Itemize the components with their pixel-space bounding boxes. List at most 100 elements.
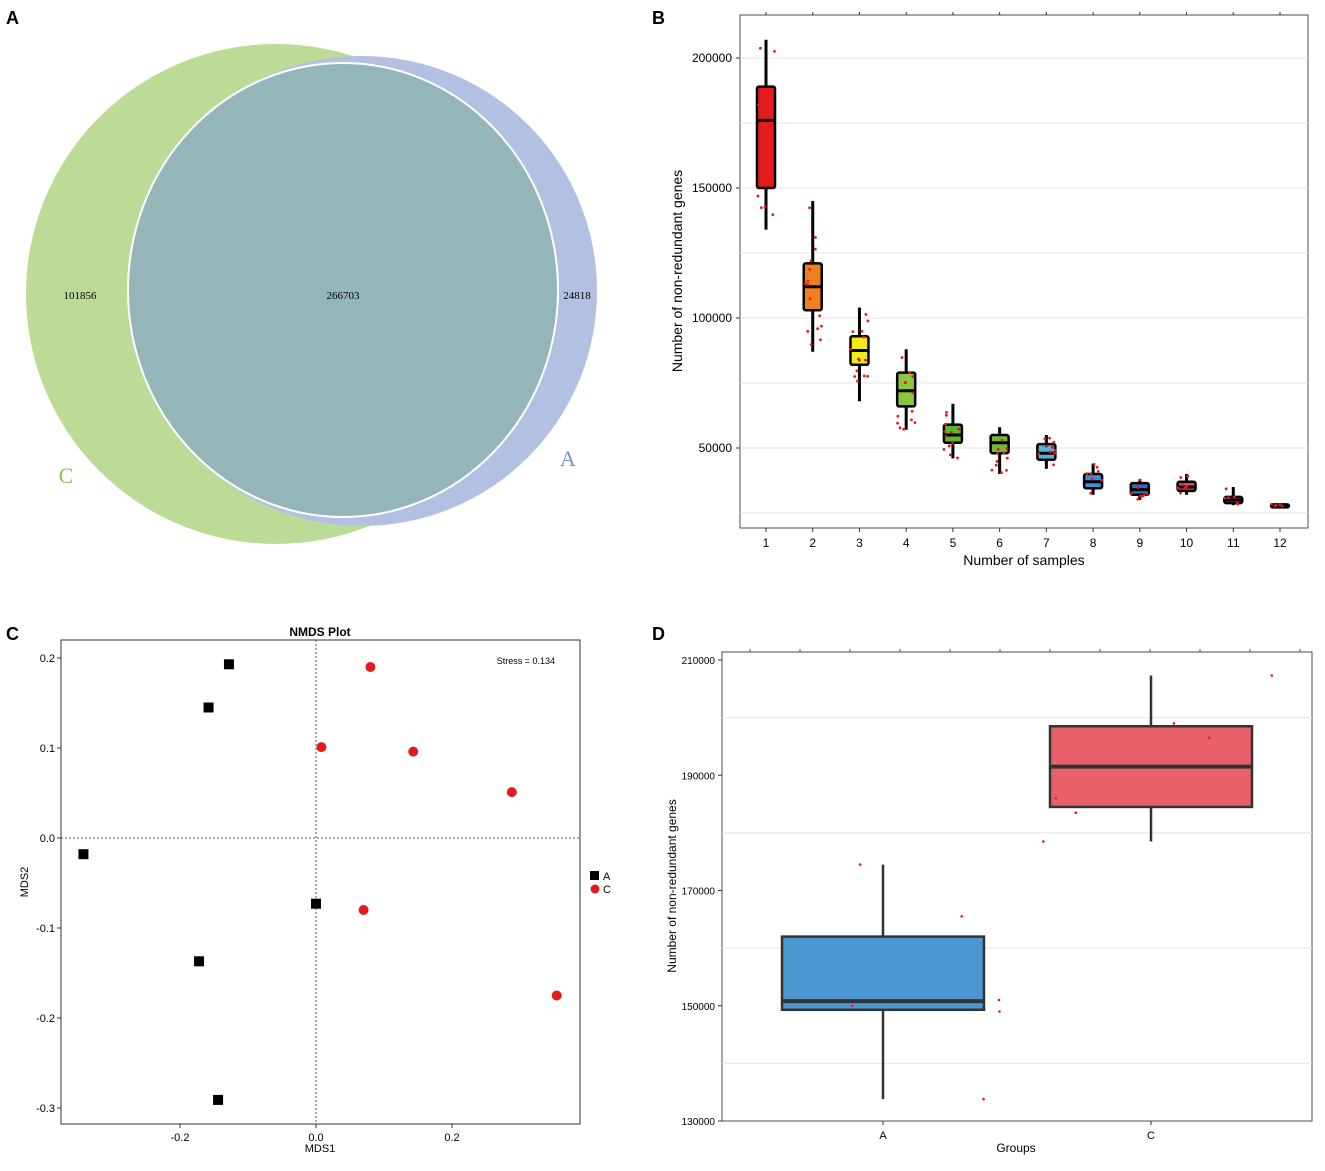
- panel-b-sample-point: [756, 194, 760, 198]
- panel-b-sample-point: [758, 100, 762, 104]
- panel-a-letter: A: [6, 8, 19, 28]
- panel-b-sample-point: [1048, 450, 1052, 454]
- panel-b-sample-point: [862, 335, 866, 339]
- panel-b-sample-point: [1138, 494, 1142, 498]
- panel-b-sample-point: [1096, 469, 1100, 473]
- panel-c-legend: A C: [590, 871, 611, 896]
- panel-d-xlabel: Groups: [996, 1141, 1035, 1155]
- panel-b-sample-point: [896, 414, 900, 418]
- panel-b-sample-point: [759, 206, 763, 210]
- panel-b-sample-point: [864, 358, 867, 362]
- panel-b-sample-point: [1232, 495, 1236, 499]
- panel-b-xtick-label: 5: [950, 536, 957, 550]
- panel-b-sample-point: [956, 456, 959, 460]
- panel-c-ytick-label: 0.0: [40, 833, 55, 845]
- panel-d-ytick-label: 210000: [682, 656, 716, 667]
- panel-b-sample-point: [808, 206, 811, 210]
- panel-b-sample-point: [945, 410, 948, 414]
- panel-b-sample-point: [910, 418, 913, 422]
- panel-b-sample-point: [862, 374, 866, 378]
- panel-b-xtick-label: 9: [1136, 536, 1143, 550]
- panel-b-sample-point: [806, 279, 810, 283]
- panel-b-sample-point: [856, 379, 859, 383]
- panel-d-sample-point: [998, 1010, 1001, 1013]
- panel-d-sample-point: [1074, 811, 1078, 815]
- venn-overlap-region: [127, 62, 559, 518]
- panel-b-sample-point: [898, 426, 902, 430]
- panel-d-ytick-label: 170000: [682, 887, 716, 898]
- panel-b-sample-point: [1186, 474, 1190, 478]
- legend-c-label: C: [603, 884, 611, 896]
- nmds-point-a: [213, 1094, 224, 1105]
- panel-b-xtick-label: 4: [903, 536, 910, 550]
- panel-b-sample-point: [1185, 485, 1189, 488]
- panel-b-sample-point: [996, 452, 999, 455]
- panel-b-sample-point: [942, 448, 946, 451]
- panel-b-sample-point: [910, 409, 914, 413]
- panel-b-sample-point: [1052, 440, 1056, 444]
- panel-b-frame: [739, 14, 1309, 529]
- panel-b-sample-point: [853, 375, 857, 378]
- panel-b-sample-point: [1053, 448, 1057, 452]
- panel-b-sample-point: [1089, 473, 1093, 476]
- panel-c-ytick-label: -0.2: [36, 1013, 55, 1025]
- panel-d-ytick-label: 150000: [682, 1002, 716, 1013]
- panel-b-sample-point: [1224, 487, 1228, 491]
- nmds-point-c: [408, 746, 419, 757]
- panel-b-sample-point: [944, 434, 948, 438]
- panel-d-sample-point: [1054, 797, 1058, 800]
- panel-b-sample-point: [949, 430, 953, 434]
- panel-b-sample-point: [1005, 447, 1009, 451]
- panel-b-sample-point: [1278, 503, 1282, 506]
- panel-d-letter: D: [652, 624, 665, 644]
- panel-b-sample-point: [1270, 502, 1273, 506]
- panel-b-ytick-label: 50000: [699, 441, 733, 455]
- panel-b-sample-point: [947, 444, 951, 448]
- panel-b-sample-point: [957, 427, 961, 431]
- panel-b-sample-point: [900, 356, 904, 359]
- panel-b-sample-point: [1180, 483, 1184, 487]
- panel-b-sample-point: [803, 282, 807, 286]
- venn-a-unique-count: 24818: [563, 290, 591, 302]
- panel-b-sample-point: [908, 371, 912, 375]
- panel-c-title: NMDS Plot: [289, 625, 350, 639]
- panel-c-xlabel: MDS1: [305, 1143, 336, 1155]
- panel-b-sample-point: [994, 463, 998, 467]
- panel-b-sample-point: [765, 135, 769, 138]
- panel-b-sample-point: [1037, 452, 1041, 456]
- panel-b-sample-point: [1002, 451, 1006, 455]
- panel-b-sample-point: [911, 375, 915, 378]
- panel-b-sample-point: [756, 103, 760, 107]
- panel-b-sample-point: [1280, 504, 1284, 508]
- panel-b-sample-point: [849, 347, 853, 351]
- panel-b-sample-point: [809, 343, 813, 347]
- panel-c-nmds: -0.2 0.0 0.2 -0.3 -0.2 -0.1 0.0 0.1 0.2 NMDS Plo…: [19, 625, 611, 1155]
- panel-b-sample-point: [943, 430, 947, 433]
- panel-c-frame: [60, 639, 581, 1125]
- panel-b-sample-point: [1136, 486, 1140, 489]
- panel-b-xtick-label: 12: [1273, 536, 1287, 550]
- panel-c-ylabel: MDS2: [19, 867, 31, 898]
- panel-b-sample-point: [1273, 504, 1277, 508]
- panel-b-sample-point: [990, 468, 994, 472]
- panel-b-sample-point: [1053, 451, 1057, 455]
- panel-d-frame: [721, 651, 1313, 1122]
- venn-shared-count: 266703: [327, 290, 361, 302]
- panel-b-sample-point: [808, 297, 812, 301]
- panel-b-ytick-label: 200000: [692, 51, 732, 65]
- panel-c-stress: Stress = 0.134: [497, 656, 555, 666]
- panel-b-sample-point: [1142, 493, 1146, 497]
- venn-diagram: 101856 266703 24818 C A: [26, 44, 597, 544]
- panel-b-sample-point: [759, 133, 763, 137]
- panel-b-sample-point: [866, 319, 870, 323]
- panel-b-sample-point: [1048, 436, 1051, 440]
- panel-b-sample-point: [806, 283, 810, 286]
- panel-b-sample-point: [860, 329, 864, 333]
- panel-b-sample-point: [769, 174, 773, 178]
- panel-b-sample-point: [813, 247, 817, 251]
- panel-c-xtick-label: -0.2: [171, 1132, 190, 1144]
- panel-b-sample-point: [1052, 463, 1055, 467]
- panel-d-sample-point: [1207, 736, 1211, 740]
- panel-b-sample-point: [1176, 486, 1180, 490]
